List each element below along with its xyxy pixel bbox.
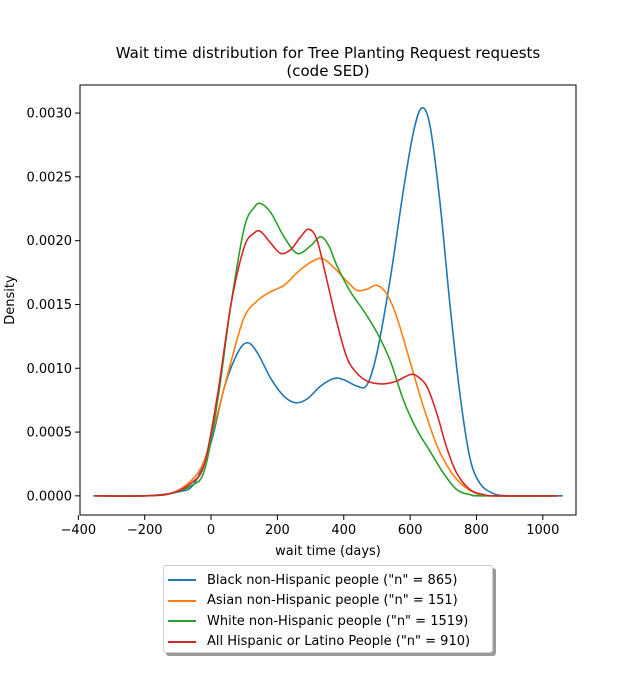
- legend-entry-3: All Hispanic or Latino People ("n" = 910…: [164, 632, 492, 653]
- legend-label: Asian non-Hispanic people ("n" = 151): [207, 593, 458, 609]
- legend-entry-0: Black non-Hispanic people ("n" = 865): [164, 570, 492, 591]
- y-tick-label: 0.0005: [27, 426, 73, 441]
- legend-entry-2: White non-Hispanic people ("n" = 1519): [164, 611, 492, 632]
- legend-swatch: [168, 579, 196, 582]
- y-tick-label: 0.0010: [27, 362, 73, 377]
- legend: Black non-Hispanic people ("n" = 865) Asi…: [163, 565, 493, 653]
- y-tick-label: 0.0025: [27, 170, 73, 185]
- legend-swatch: [168, 599, 196, 602]
- series-line-3: [94, 228, 558, 497]
- chart-title: Wait time distribution for Tree Planting…: [116, 44, 541, 62]
- legend-label: Black non-Hispanic people ("n" = 865): [207, 572, 458, 588]
- legend-swatch: [168, 620, 196, 623]
- x-tick-label: 1000: [526, 523, 559, 538]
- x-tick-label: 0: [207, 523, 215, 538]
- legend-label: All Hispanic or Latino People ("n" = 910…: [207, 634, 471, 650]
- chart-subtitle: (code SED): [286, 62, 369, 80]
- x-tick-label: −400: [60, 523, 96, 538]
- y-tick-label: 0.0030: [27, 107, 73, 122]
- y-tick-label: 0.0015: [27, 298, 73, 313]
- plot-frame: [79, 84, 577, 516]
- x-tick-label: 800: [464, 523, 489, 538]
- x-tick-label: 400: [331, 523, 356, 538]
- x-axis-label: wait time (days): [275, 544, 381, 559]
- series-line-2: [94, 202, 558, 497]
- x-tick-label: −200: [127, 523, 163, 538]
- y-tick-label: 0.0000: [27, 489, 73, 504]
- legend-entry-1: Asian non-Hispanic people ("n" = 151): [164, 591, 492, 612]
- y-axis-label: Density: [3, 275, 18, 325]
- x-tick-label: 600: [398, 523, 423, 538]
- legend-label: White non-Hispanic people ("n" = 1519): [207, 613, 469, 629]
- y-tick-label: 0.0020: [27, 234, 73, 249]
- series-line-0: [93, 106, 563, 497]
- x-tick-label: 200: [265, 523, 290, 538]
- legend-swatch: [168, 640, 196, 643]
- series-line-1: [94, 257, 558, 497]
